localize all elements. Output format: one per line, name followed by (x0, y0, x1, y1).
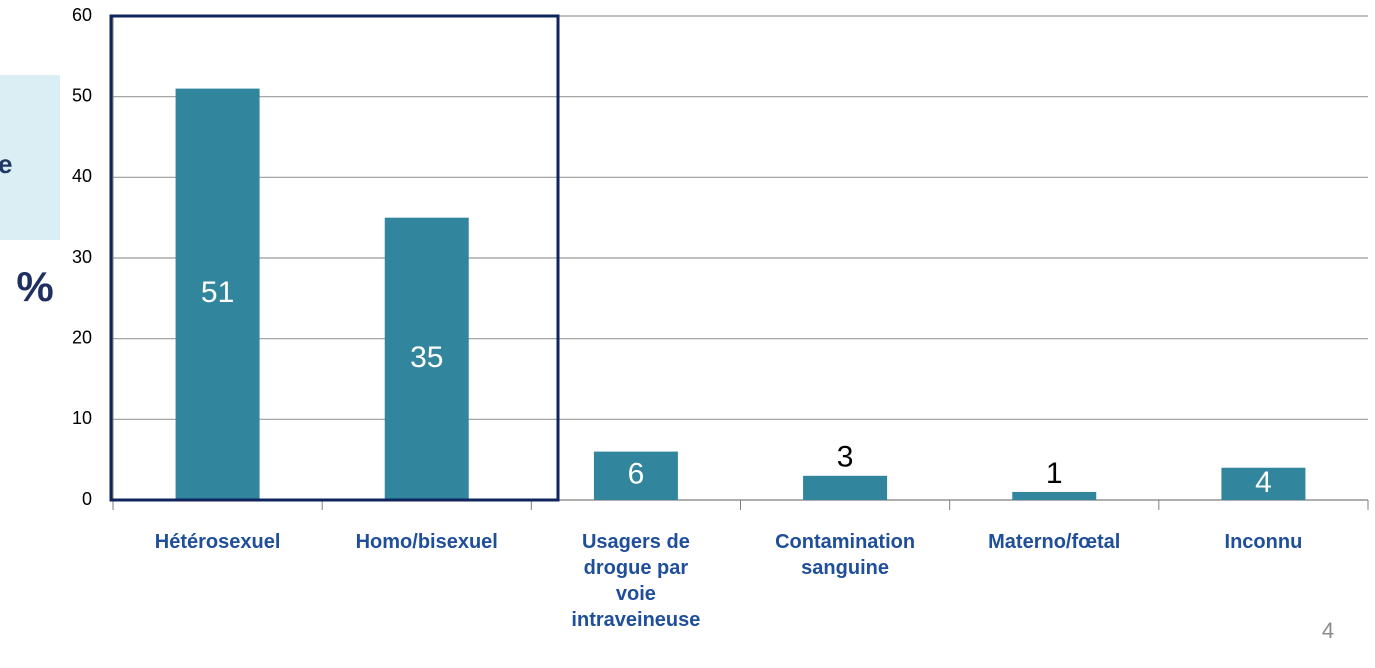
bar (593, 451, 678, 500)
y-tick-label: 30 (72, 247, 92, 267)
bar (384, 217, 469, 500)
y-tick-label: 60 (72, 5, 92, 25)
data-label: 3 (837, 441, 854, 474)
x-tick-label: Usagers de drogue par voie intraveineuse (571, 531, 701, 631)
highlight-box (109, 14, 560, 502)
bar (1221, 467, 1306, 500)
data-label: 6 (628, 458, 645, 491)
page-number: 4 (1322, 618, 1334, 643)
bar (803, 475, 888, 500)
y-tick-label: 10 (72, 408, 92, 428)
data-label: 4 (1255, 466, 1272, 499)
x-tick-label: Inconnu (1224, 531, 1303, 553)
side-box (0, 75, 60, 240)
data-label: 1 (1046, 457, 1063, 490)
data-label: 35 (410, 341, 443, 374)
y-tick-label: 40 (72, 166, 92, 186)
data-label: 51 (201, 276, 234, 309)
y-tick-label: 50 (72, 85, 92, 105)
y-tick-label: 0 (82, 489, 92, 509)
y-axis-label: % (16, 263, 53, 310)
x-tick-label: Homo/bisexuel (355, 531, 498, 553)
x-tick-label: Hétérosexuel (154, 531, 281, 553)
side-box-text: e (0, 149, 12, 179)
bar (175, 88, 260, 500)
x-tick-label: Contamination sanguine (775, 531, 916, 579)
y-tick-label: 20 (72, 327, 92, 347)
bar (1012, 491, 1097, 500)
x-tick-label: Materno/fœtal (988, 531, 1121, 553)
